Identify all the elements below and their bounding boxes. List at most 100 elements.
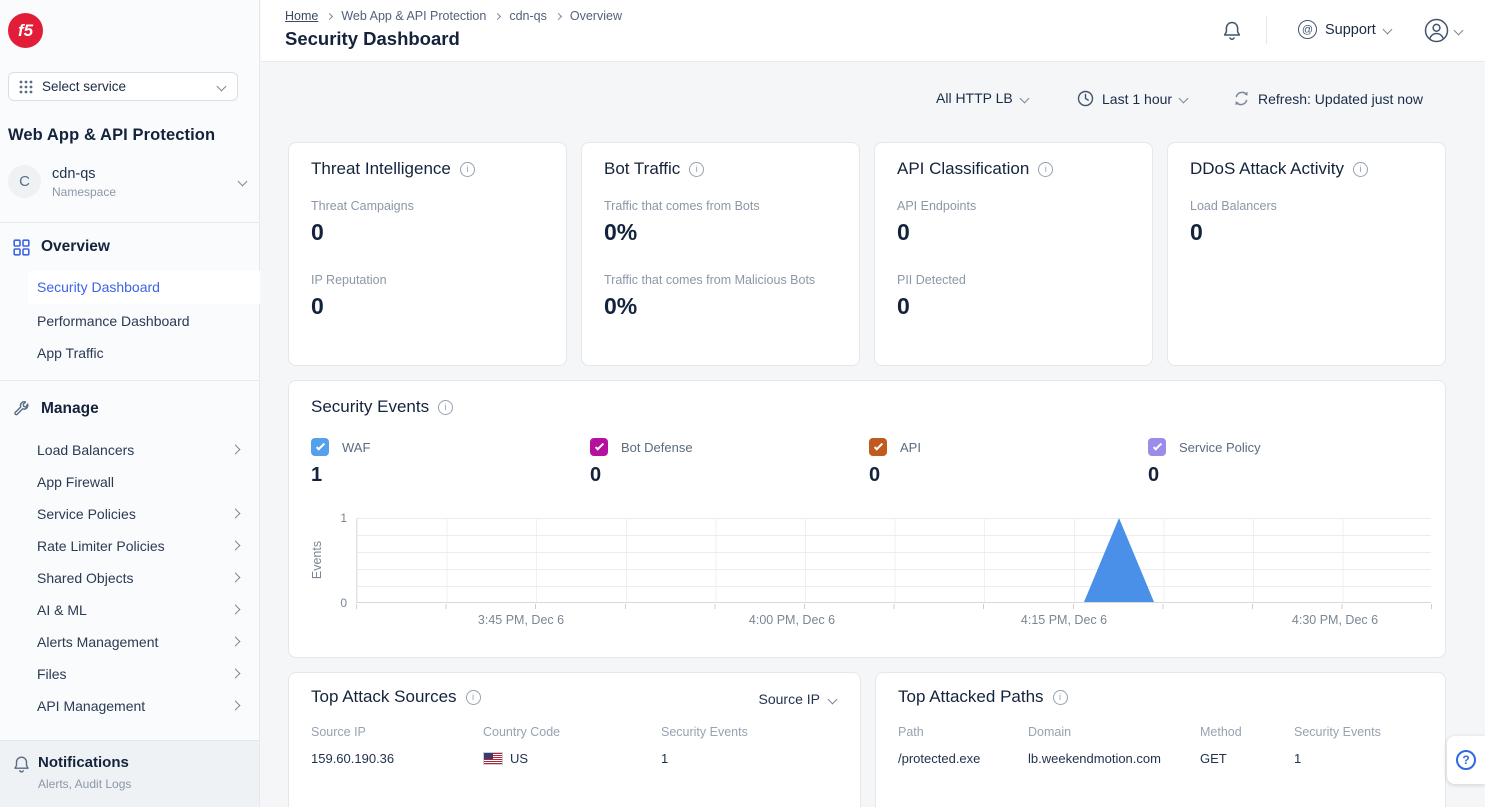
bell-icon — [1223, 21, 1241, 40]
notifications-sublabel: Alerts, Audit Logs — [38, 777, 132, 791]
sidebar-item-app-firewall[interactable]: App Firewall — [0, 466, 260, 498]
breadcrumb-namespace[interactable]: cdn-qs — [509, 9, 547, 23]
sidebar-item-performance-dashboard[interactable]: Performance Dashboard — [0, 305, 260, 337]
notifications-bell-button[interactable] — [1221, 20, 1243, 48]
toggle-label: WAF — [342, 439, 371, 455]
column-header: Country Code — [483, 725, 561, 739]
waf-toggle[interactable]: WAF — [311, 438, 370, 456]
chart-x-ticks — [356, 604, 1432, 609]
refresh-icon — [1235, 91, 1248, 106]
column-header: Security Events — [661, 725, 748, 739]
chevron-down-icon — [1178, 93, 1189, 104]
support-menu[interactable]: Support — [1298, 20, 1393, 39]
top-attacked-paths-card: Top Attacked Paths Path Domain Method Se… — [875, 672, 1446, 807]
api-toggle[interactable]: API — [869, 438, 921, 456]
column-header: Security Events — [1294, 725, 1381, 739]
us-flag-icon — [483, 752, 503, 765]
service-selector-label: Select service — [42, 79, 127, 94]
sidebar-item-rate-limiter-policies[interactable]: Rate Limiter Policies — [0, 530, 260, 562]
sidebar-item-alerts-management[interactable]: Alerts Management — [0, 626, 260, 658]
sidebar-section-manage[interactable]: Manage — [13, 400, 99, 418]
f5-logo[interactable]: f5 — [8, 13, 43, 48]
security-events-cell: 1 — [1294, 751, 1302, 766]
sidebar-item-label: Load Balancers — [37, 442, 135, 458]
squares-icon — [13, 238, 30, 256]
metric-value: 0 — [897, 293, 910, 319]
service-policy-checkbox[interactable] — [1148, 438, 1166, 456]
sidebar-item-label: Files — [37, 666, 67, 682]
waf-checkbox[interactable] — [311, 438, 329, 456]
sidebar-section-overview[interactable]: Overview — [13, 238, 110, 256]
service-selector[interactable]: Select service — [8, 72, 238, 101]
lb-filter-dropdown[interactable]: All HTTP LB — [936, 90, 1030, 106]
service-policy-toggle[interactable]: Service Policy — [1148, 438, 1261, 456]
sidebar-item-label: Shared Objects — [37, 570, 134, 586]
sidebar-item-label: App Firewall — [37, 474, 115, 490]
sidebar-item-security-dashboard[interactable]: Security Dashboard — [28, 271, 260, 304]
breadcrumb-product[interactable]: Web App & API Protection — [341, 9, 487, 23]
sidebar-item-label: Alerts Management — [37, 634, 159, 650]
help-button[interactable] — [1447, 736, 1485, 784]
bot-defense-toggle[interactable]: Bot Defense — [590, 438, 693, 456]
namespace-name: cdn-qs — [52, 166, 96, 182]
time-range-dropdown[interactable]: Last 1 hour — [1077, 90, 1189, 107]
column-header: Domain — [1028, 725, 1072, 739]
sidebar-item-ai-ml[interactable]: AI & ML — [0, 594, 260, 626]
manage-section-label: Manage — [41, 400, 99, 417]
info-icon[interactable] — [1353, 161, 1368, 177]
namespace-selector[interactable]: C cdn-qs Namespace — [8, 160, 252, 206]
column-header: Method — [1200, 725, 1242, 739]
group-by-value: Source IP — [758, 691, 820, 707]
waf-count: 1 — [311, 464, 323, 486]
bot-defense-checkbox[interactable] — [590, 438, 608, 456]
sidebar-item-load-balancers[interactable]: Load Balancers — [0, 434, 260, 466]
info-icon[interactable] — [689, 161, 705, 177]
info-icon[interactable] — [1052, 689, 1068, 705]
card-title: Top Attack Sources — [311, 687, 457, 706]
sidebar-item-app-traffic[interactable]: App Traffic — [0, 337, 260, 369]
country-cell: US — [483, 751, 528, 766]
sidebar-item-label: API Management — [37, 698, 146, 714]
chevron-right-icon — [230, 444, 241, 455]
api-checkbox[interactable] — [869, 438, 887, 456]
refresh-button[interactable]: Refresh: Updated just now — [1233, 90, 1423, 107]
card-title: API Classification — [897, 159, 1030, 178]
chevron-down-icon — [827, 694, 838, 704]
sidebar-item-label: Service Policies — [37, 506, 136, 522]
account-menu[interactable] — [1424, 18, 1464, 43]
group-by-dropdown[interactable]: Source IP — [758, 691, 838, 707]
chevron-right-icon — [230, 700, 241, 711]
sidebar-item-label: Rate Limiter Policies — [37, 538, 165, 554]
security-events-chart[interactable] — [356, 518, 1431, 603]
breadcrumb-overview[interactable]: Overview — [569, 9, 622, 23]
api-count: 0 — [869, 464, 881, 486]
grid-icon — [19, 80, 33, 93]
chart-y-axis-label: Events — [310, 540, 324, 580]
chevron-right-icon — [230, 540, 241, 551]
domain-cell: lb.weekendmotion.com — [1028, 751, 1161, 766]
card-title: Security Events — [311, 397, 430, 416]
ddos-attack-activity-card: DDoS Attack Activity Load Balancers 0 — [1167, 142, 1446, 366]
overview-section-label: Overview — [41, 238, 110, 255]
service-policy-count: 0 — [1148, 464, 1160, 486]
info-icon[interactable] — [438, 399, 454, 415]
info-icon[interactable] — [465, 689, 481, 705]
breadcrumb-separator-icon — [554, 12, 562, 21]
info-icon[interactable] — [459, 161, 475, 177]
wrench-icon — [14, 400, 29, 415]
sidebar: f5 Select service Web App & API Protecti… — [0, 0, 260, 807]
breadcrumb-home[interactable]: Home — [285, 9, 319, 23]
info-icon[interactable] — [1038, 161, 1054, 177]
chevron-right-icon — [230, 636, 241, 647]
sidebar-item-service-policies[interactable]: Service Policies — [0, 498, 260, 530]
method-cell: GET — [1200, 751, 1227, 766]
sidebar-notifications[interactable]: Notifications Alerts, Audit Logs — [0, 740, 259, 807]
chevron-right-icon — [230, 668, 241, 679]
sidebar-item-api-management[interactable]: API Management — [0, 690, 260, 722]
question-circle-icon — [1456, 750, 1476, 770]
sidebar-item-shared-objects[interactable]: Shared Objects — [0, 562, 260, 594]
metric-value: 0% — [604, 219, 638, 245]
chart-x-tick-label: 4:30 PM, Dec 6 — [1291, 613, 1379, 627]
sidebar-item-files[interactable]: Files — [0, 658, 260, 690]
page-title: Security Dashboard — [285, 28, 460, 49]
